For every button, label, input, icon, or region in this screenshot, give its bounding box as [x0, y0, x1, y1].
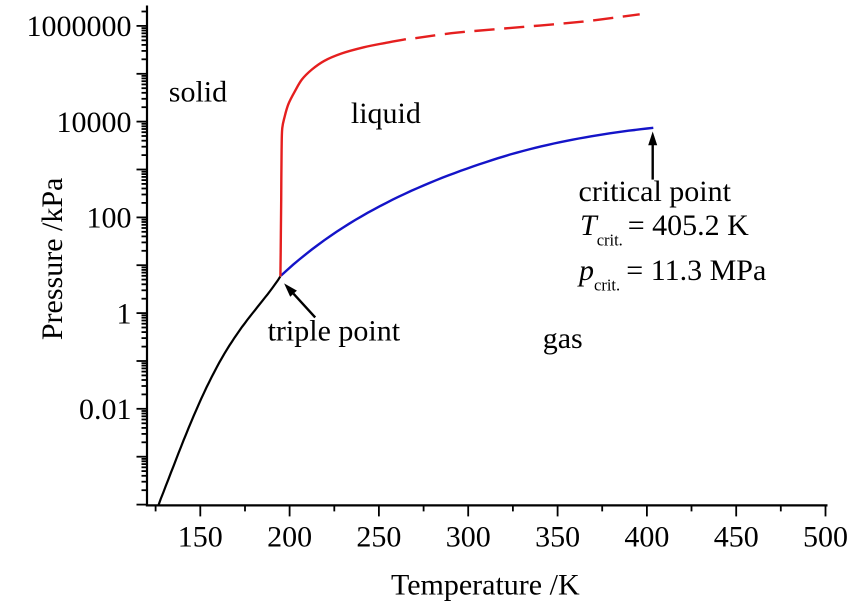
svg-text:100: 100	[87, 202, 132, 235]
svg-text:400: 400	[624, 520, 669, 553]
svg-text:450: 450	[714, 520, 759, 553]
svg-text:1: 1	[117, 297, 132, 330]
svg-text:gas: gas	[543, 322, 583, 355]
svg-text:solid: solid	[169, 76, 227, 109]
svg-text:Pressure /kPa: Pressure /kPa	[36, 178, 69, 340]
svg-text:350: 350	[535, 520, 580, 553]
svg-text:Tcrit.= 405.2 K: Tcrit. = 405.2 K	[580, 209, 749, 250]
svg-text:150: 150	[178, 520, 223, 553]
svg-text:300: 300	[446, 520, 491, 553]
svg-text:1000000: 1000000	[27, 10, 132, 43]
svg-text:0.01: 0.01	[79, 393, 132, 426]
svg-text:200: 200	[267, 520, 312, 553]
svg-text:500: 500	[803, 520, 848, 553]
svg-text:10000: 10000	[57, 106, 132, 139]
svg-text:pcrit.= 11.3 MPa: pcrit. = 11.3 MPa	[577, 254, 766, 295]
svg-text:250: 250	[356, 520, 401, 553]
svg-text:liquid: liquid	[351, 97, 421, 130]
svg-text:triple point: triple point	[268, 315, 401, 348]
svg-text:critical point: critical point	[579, 175, 732, 208]
svg-text:Temperature /K: Temperature /K	[391, 569, 580, 602]
